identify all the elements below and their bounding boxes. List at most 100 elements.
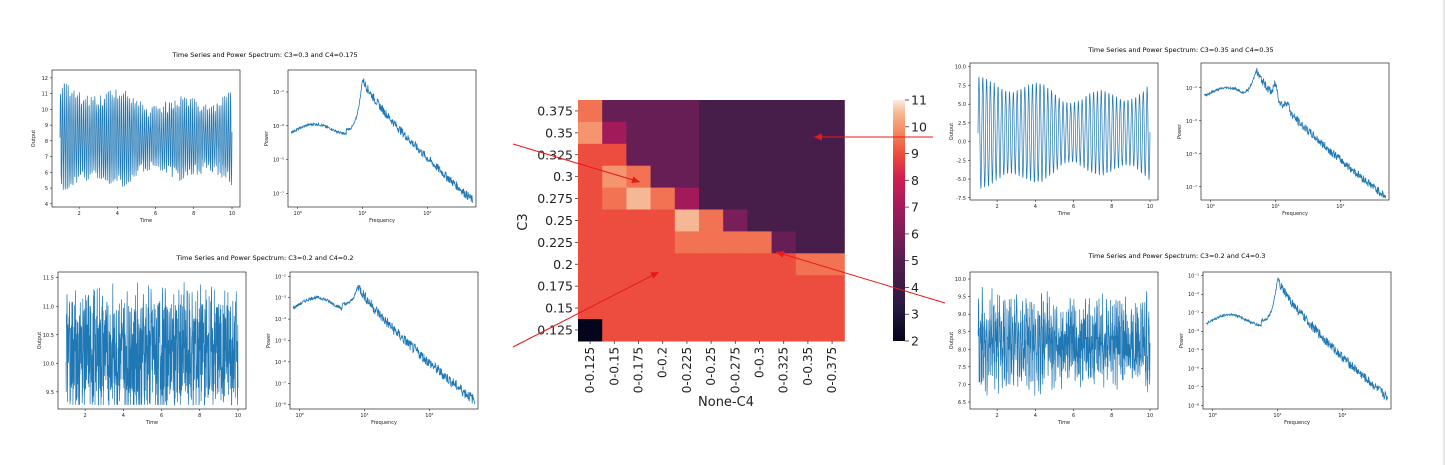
x-axis-label: Frequency [1282,211,1308,217]
heatmap-cell [674,319,700,342]
y-tick-label: 10⁻⁷ [1188,385,1199,391]
heatmap-cell [650,187,676,211]
heatmap-y-tick-label: 0.325 [537,147,573,162]
panel-c3-0.2-c4-0.2: Time Series and Power Spectrum: C3=0.2 a… [37,254,479,426]
y-tick-label: 9.5 [46,390,54,396]
heatmap-cell [747,319,773,342]
heatmap-cell [771,187,797,211]
y-tick-label: 10⁻³ [1188,311,1199,317]
heatmap-cell [674,100,700,123]
y-tick-label: 10.0 [43,361,54,367]
heatmap-cell [674,275,700,298]
time-series-plot: 2 4 6 8 10 6.5 7.0 7.5 8.0 8.5 9.0 9.5 10.0 Time Outpu… [949,271,1159,426]
heatmap-cell [578,231,603,254]
heatmap-cell [578,297,603,320]
heatmap-cell [723,253,748,276]
heatmap-cell [650,231,676,254]
x-tick-label: 10⁰ [1207,204,1215,210]
power-spectrum-line [1203,67,1387,199]
panel-title: Time Series and Power Spectrum: C3=0.2 a… [1087,252,1265,260]
heatmap-cell [650,165,676,189]
x-tick-label: 10⁰ [294,211,302,217]
y-tick-label: 10⁻⁷ [273,191,284,197]
x-axis-label: Time [139,218,152,224]
colorbar-tick-label: 2 [911,334,919,349]
y-tick-label: 10.5 [43,333,54,339]
heatmap-cell [602,100,627,123]
heatmap [578,100,845,342]
y-axis-label: Power [1177,123,1183,139]
x-tick-label: 6 [1072,204,1075,210]
heatmap-cell [699,253,724,276]
x-tick-label: 10 [229,211,235,217]
heatmap-cell [699,297,724,320]
heatmap-cell [820,143,845,167]
heatmap-cell [771,165,797,189]
y-tick-label: 7.0 [958,382,966,388]
plot-frame [1200,62,1390,201]
y-axis-label: Output [949,123,955,140]
y-tick-label: 10⁻¹ [273,90,284,96]
x-tick-label: 4 [122,413,125,419]
heatmap-cell [747,165,773,189]
colorbar-tick-label: 10 [911,119,927,134]
heatmap-y-tick-label: 0.225 [537,235,573,250]
power-spectrum-line [292,285,476,405]
heatmap-x-tick-label: 0-0.125 [583,347,597,393]
heatmap-cell [723,165,748,189]
heatmap-x-tick-label: 0-0.325 [777,347,791,393]
y-axis-label: Output [31,130,37,147]
x-tick-label: 8 [198,413,201,419]
heatmap-cell [820,187,845,211]
heatmap-cell [699,319,724,342]
heatmap-cell [650,275,676,298]
y-tick-label: 10⁻⁵ [275,339,286,345]
heatmap-y-tick-label: 0.15 [545,301,573,316]
power-spectrum-plot: 10⁰ 10¹ 10² 10⁻⁸ 10⁻⁷ 10⁻⁶ 10⁻⁵ 10⁻⁴ 10⁻³ 10⁻² Fre… [266,271,479,426]
heatmap-cell [820,165,845,189]
panel-c3-0.3-c4-0.175: Time Series and Power Spectrum: C3=0.3 a… [31,51,477,224]
plot-frame [289,271,479,410]
y-axis-label: Output [37,332,43,349]
heatmap-cell [602,231,627,254]
heatmap-cell [795,253,821,276]
colorbar-tick-label: 7 [911,200,919,215]
heatmap-cell [795,319,821,342]
arrow-line [512,143,641,183]
heatmap-cell [723,143,748,167]
heatmap-cell [626,209,652,232]
x-tick-label: 2 [84,413,87,419]
x-tick-label: 10⁰ [296,413,304,419]
arrow-head [776,250,785,258]
x-axis-label: Frequency [371,420,397,426]
colorbar-tick-label: 9 [911,146,919,161]
x-tick-label: 10 [1147,413,1153,419]
heatmap-cell [626,275,652,298]
heatmap-cell [674,253,700,276]
y-axis-label: Power [264,130,270,146]
time-series-line [977,76,1151,189]
heatmap-cell [602,121,627,145]
y-tick-label: 9.0 [958,312,966,318]
x-tick-label: 8 [192,211,195,217]
heatmap-cell [602,297,627,320]
x-tick-label: 10¹ [1271,204,1279,210]
heatmap-cell [747,209,773,232]
plot-frame [287,69,477,208]
y-tick-label: 0.0 [958,140,966,146]
heatmap-y-tick-label: 0.3 [553,169,573,184]
heatmap-cell [699,121,724,145]
panel-c3-0.2-c4-0.3: Time Series and Power Spectrum: C3=0.2 a… [949,252,1392,426]
heatmap-cell [795,143,821,167]
heatmap-y-tick-label: 0.25 [545,213,573,228]
heatmap-cell [674,297,700,320]
heatmap-cell [674,231,700,254]
heatmap-cell [578,121,603,145]
y-axis-label: Power [1179,332,1185,348]
y-tick-label: 2.5 [958,121,966,127]
power-spectrum-line [290,78,474,203]
heatmap-cell [820,253,845,276]
colorbar-tick-label: 8 [911,173,919,188]
heatmap-cell [578,143,603,167]
x-tick-label: 6 [154,211,157,217]
